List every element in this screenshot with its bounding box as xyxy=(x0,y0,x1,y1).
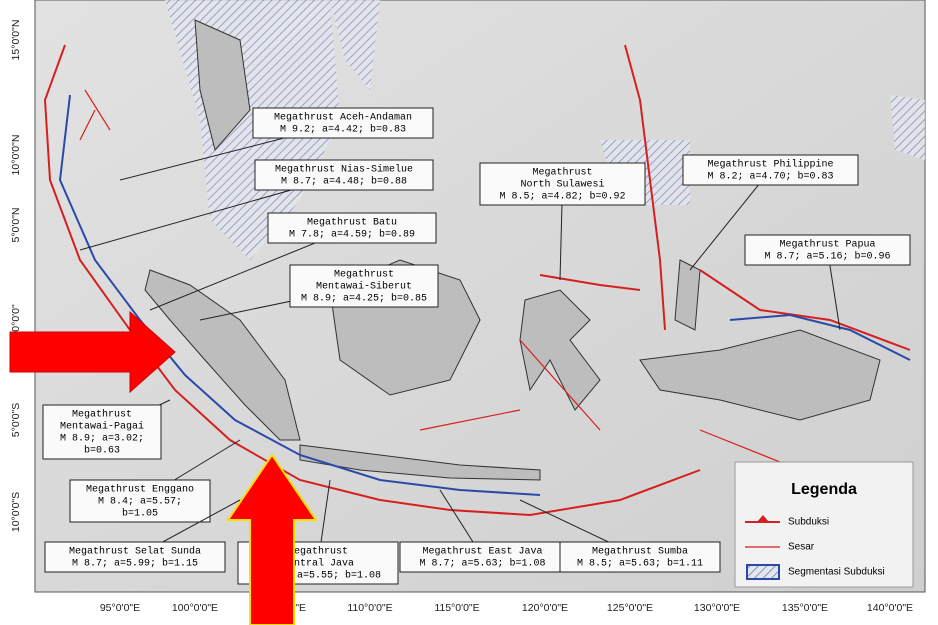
label-line: Megathrust Nias-Simelue xyxy=(275,164,413,176)
label-line: North Sulawesi xyxy=(520,179,604,191)
label-line: Mentawai-Siberut xyxy=(316,281,412,293)
x-axis-label: 140°0'0"E xyxy=(867,602,913,614)
label-box xyxy=(399,541,566,573)
label-box xyxy=(479,162,646,206)
label-box xyxy=(69,479,211,523)
label-line: M 7.8; a=4.59; b=0.89 xyxy=(289,229,415,241)
x-axis-label: 115°0'0"E xyxy=(434,602,479,614)
legend-symbol xyxy=(757,515,769,522)
x-axis-label: 120°0'0"E xyxy=(522,602,568,614)
label-line: Megathrust Papua xyxy=(779,239,875,251)
label-line: M 8.9; a=4.25; b=0.85 xyxy=(301,293,427,305)
label-line: b=0.63 xyxy=(84,445,120,457)
x-axis-label: 100°0'0"E xyxy=(172,602,218,614)
label-line: Megathrust Enggano xyxy=(86,484,194,496)
label-line: M 8.7; a=5.16; b=0.96 xyxy=(764,251,890,263)
label-line: M 8.7; a=4.48; b=0.88 xyxy=(281,176,407,188)
landmass xyxy=(144,19,881,481)
label-line: M 8.9; a=3.02; xyxy=(60,434,144,445)
legend-item: Subduksi xyxy=(788,517,829,528)
label-box xyxy=(252,107,434,139)
label-box xyxy=(254,159,434,191)
label-box xyxy=(44,541,226,573)
label-box xyxy=(267,212,437,244)
legend: Legenda Subduksi Sesar Segmentasi Subduksi xyxy=(734,461,914,588)
label-line: M 8.4; a=5.57; xyxy=(98,497,182,508)
x-axis-label: 95°0'0"E xyxy=(100,602,140,614)
label-line: M 8.2; a=4.70; b=0.83 xyxy=(707,171,833,183)
label-line: Megathrust xyxy=(288,546,348,558)
y-axis-label: 15°0'0"N xyxy=(10,20,22,61)
label-box xyxy=(559,541,721,573)
label-line: Megathrust xyxy=(334,269,394,281)
y-axis-label: 10°0'0"S xyxy=(10,492,22,532)
leader-line xyxy=(689,169,771,271)
subduction-lines xyxy=(43,44,911,517)
label-line: Megathrust xyxy=(532,167,592,179)
arrows xyxy=(9,310,318,625)
label-line: M 8.5; a=4.82; b=0.92 xyxy=(499,191,625,203)
x-axis-label: 130°0'0"E xyxy=(694,602,740,614)
label-line: M 8.7; a=5.99; b=1.15 xyxy=(72,558,198,570)
legend-item: Segmentasi Subduksi xyxy=(788,567,885,578)
label-line: Megathrust Batu xyxy=(307,217,397,229)
label-line: Megathrust Sumba xyxy=(592,546,688,558)
label-box xyxy=(289,264,439,308)
y-axis-label: 5°0'0"N xyxy=(10,207,22,242)
x-axis-label: 110°0'0"E xyxy=(347,602,392,614)
label-line: Megathrust Aceh-Andaman xyxy=(274,112,412,124)
legend-title: Legenda xyxy=(791,481,857,498)
label-line: Megathrust Selat Sunda xyxy=(69,546,201,558)
y-axis-label: 0°0'0" xyxy=(10,304,22,332)
label-line: Megathrust xyxy=(72,409,132,421)
label-box xyxy=(42,404,162,460)
label-line: Central Java xyxy=(282,558,354,570)
label-line: b=1.05 xyxy=(122,508,158,520)
label-box xyxy=(744,234,911,266)
legend-symbol xyxy=(746,564,780,580)
y-axis-label: 10°0'0"N xyxy=(10,135,22,176)
label-line: M 9.2; a=4.42; b=0.83 xyxy=(280,124,406,136)
label-line: Megathrust East Java xyxy=(422,546,542,558)
label-line: Mentawai-Pagai xyxy=(60,421,144,433)
label-line: M 8.7; a=5.63; b=1.08 xyxy=(419,558,545,570)
y-axis-label: 5°0'0"S xyxy=(10,403,22,437)
x-axis-label: 125°0'0"E xyxy=(607,602,653,614)
legend-item: Sesar xyxy=(788,542,815,553)
label-box xyxy=(682,154,859,186)
label-line: M 8.5; a=5.63; b=1.11 xyxy=(577,558,703,570)
x-axis-label: 135°0'0"E xyxy=(782,602,828,614)
label-line: Megathrust Philippine xyxy=(707,159,833,171)
